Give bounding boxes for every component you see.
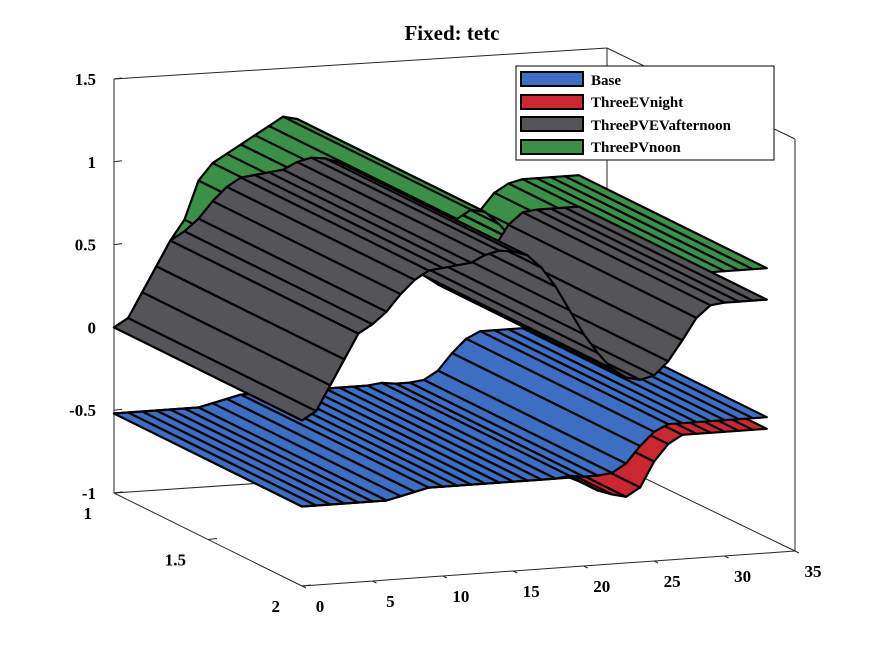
- x-tick-label: 25: [664, 572, 681, 591]
- x-axis-line: [301, 550, 796, 587]
- x-tick-mark: [724, 555, 729, 559]
- y-tick-label: 2: [272, 597, 281, 616]
- x-tick-label: 30: [734, 567, 751, 586]
- x-tick-label: 5: [386, 592, 395, 611]
- z-tick-mark: [113, 491, 123, 494]
- y-tick-mark: [301, 584, 312, 587]
- x-tick-label: 35: [805, 562, 822, 581]
- x-tick-mark: [513, 570, 518, 574]
- legend-label-base: Base: [591, 73, 621, 89]
- z-tick-mark: [113, 408, 123, 411]
- z-tick-label: 1.5: [75, 70, 96, 89]
- axis-ticks: 0 5 10 15 20 25 30 35 1 1.5 2 -1 -0.5 0 0.5 1 1.5: [69, 70, 821, 616]
- x-tick-label: 0: [316, 597, 325, 616]
- z-tick-label: 0.5: [75, 236, 96, 255]
- legend: Base ThreeEVnight ThreePVEVafternoon Thr…: [515, 65, 775, 161]
- x-tick-label: 10: [452, 587, 469, 606]
- back-top-left-edge: [113, 47, 608, 80]
- z-tick-label: 1: [88, 153, 97, 172]
- y-tick-mark: [207, 538, 218, 540]
- legend-label-threepvevafternoon: ThreePVEVafternoon: [591, 118, 732, 134]
- z-tick-mark: [113, 77, 123, 80]
- x-tick-mark: [653, 560, 659, 564]
- surface-patch: [112, 317, 318, 422]
- y-tick-label: 1: [84, 504, 93, 523]
- z-tick-mark: [113, 160, 123, 163]
- x-tick-mark: [372, 580, 377, 584]
- z-tick-label: 0: [88, 318, 97, 337]
- surface-patch: [112, 411, 318, 508]
- legend-swatch-threepvnoon: [520, 139, 584, 155]
- z-tick-label: -0.5: [69, 401, 96, 420]
- x-tick-mark: [583, 565, 588, 569]
- x-tick-mark: [794, 550, 800, 554]
- x-tick-label: 15: [523, 582, 540, 601]
- legend-swatch-base: [520, 71, 584, 87]
- x-tick-label: 20: [593, 577, 610, 596]
- legend-label-threeevnight: ThreeEVnight: [591, 95, 683, 111]
- legend-swatch-threepvevafternoon: [520, 116, 584, 132]
- y-tick-label: 1.5: [165, 551, 186, 570]
- legend-label-threepvnoon: ThreePVnoon: [591, 140, 681, 156]
- legend-swatch-threeevnight: [520, 94, 584, 110]
- surface-threepvevafternoon: [112, 156, 768, 422]
- surfaces: [112, 115, 768, 508]
- x-tick-mark: [442, 575, 448, 579]
- z-tick-label: -1: [82, 484, 96, 503]
- chart-title: Fixed: tetc: [404, 21, 499, 45]
- z-tick-mark: [113, 243, 123, 246]
